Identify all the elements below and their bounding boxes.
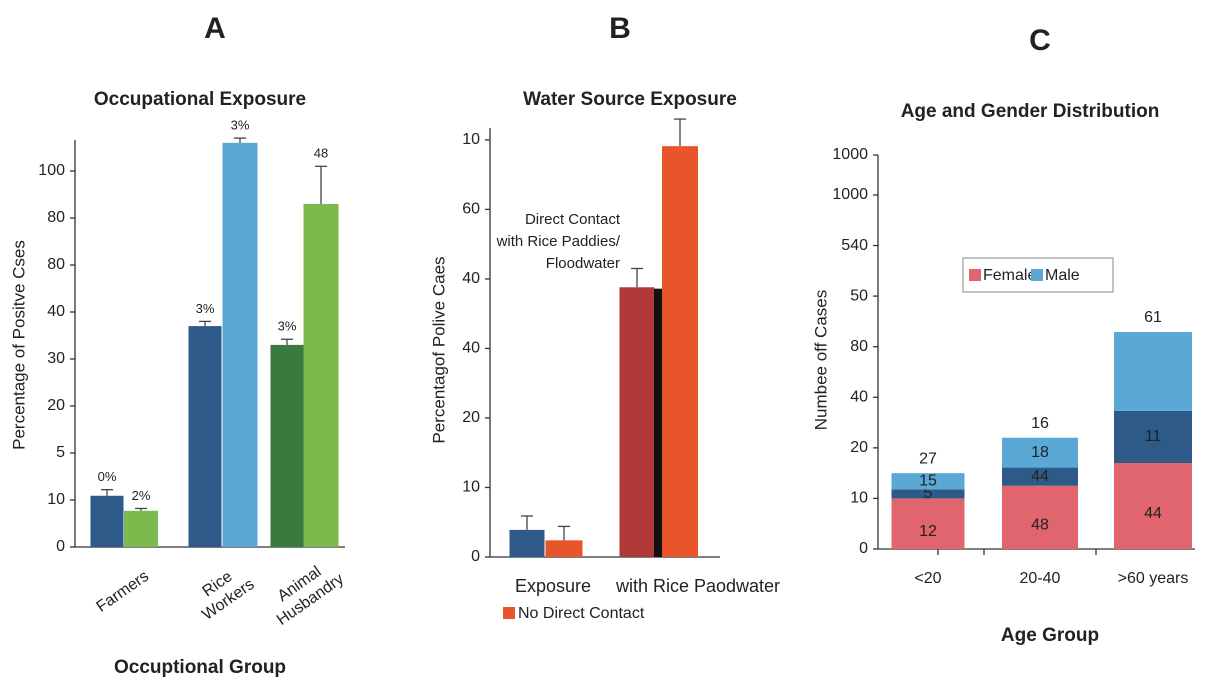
bar: [222, 142, 258, 548]
bar: [270, 344, 304, 547]
x-tick-label: Exposure: [515, 576, 591, 596]
bar-label: 48: [314, 146, 328, 161]
y-axis-label: Numbee off Cases: [811, 290, 830, 430]
segment-label: 5: [924, 485, 933, 502]
bar-segment: [891, 489, 965, 499]
x-axis-label: Age Group: [1001, 625, 1099, 646]
bar-segment: [1002, 437, 1078, 468]
y-tick-label: 20: [462, 409, 480, 426]
y-tick-label: 30: [47, 350, 65, 367]
legend-swatch: [969, 269, 981, 281]
bar-label: 3%: [196, 301, 215, 316]
y-tick-label: 5: [56, 444, 65, 461]
y-tick-label: 20: [850, 439, 868, 456]
y-tick-label: 0: [471, 548, 480, 565]
x-tick-label: >60 years: [1118, 570, 1189, 587]
bar: [303, 203, 339, 547]
bar-segment: [1002, 485, 1078, 549]
segment-label: 11: [1145, 428, 1162, 445]
x-axis-label: Occuptional Group: [114, 657, 286, 678]
annotation: with Rice Paddies/: [496, 233, 621, 250]
segment-label: 44: [1031, 468, 1049, 485]
bar-label: 3%: [231, 118, 250, 133]
x-tick-label: 20-40: [1020, 570, 1061, 587]
y-tick-label: 40: [47, 303, 65, 320]
y-axis-label: Percentagof Polive Caes: [429, 256, 448, 443]
panel-letter: A: [204, 12, 226, 45]
segment-label: 48: [1031, 517, 1049, 534]
y-axis-label: Percentage of Positve Cses: [9, 240, 28, 450]
segment-label: 15: [919, 472, 937, 489]
y-tick-label: 40: [462, 270, 480, 287]
bar-segment: [1114, 332, 1192, 411]
y-tick-label: 540: [841, 237, 868, 254]
bar: [124, 510, 158, 547]
bar: [90, 495, 124, 547]
bar-label: 2%: [132, 488, 151, 503]
y-tick-label: 80: [850, 338, 868, 355]
bar-segment: [1114, 410, 1192, 464]
annotation: Direct Contact: [525, 211, 621, 228]
segment-label: 12: [919, 523, 937, 540]
bar: [545, 540, 583, 557]
segment-label: 44: [1144, 505, 1162, 522]
x-tick-label: <20: [914, 570, 941, 587]
legend-label: No Direct Contact: [518, 605, 645, 622]
total-label: 16: [1031, 415, 1049, 432]
total-label: 27: [919, 450, 937, 467]
y-tick-label: 100: [38, 162, 65, 179]
bar: [509, 529, 545, 557]
legend-label: Female: [983, 267, 1036, 284]
y-tick-label: 10: [462, 479, 480, 496]
y-tick-label: 50: [850, 287, 868, 304]
x-tick-label: with Rice Paodwater: [615, 576, 780, 596]
bar: [662, 146, 698, 558]
bar-segment: [891, 473, 965, 490]
total-label: 61: [1144, 309, 1162, 326]
y-tick-label: 40: [850, 388, 868, 405]
legend-swatch: [1031, 269, 1043, 281]
y-tick-label: 20: [47, 397, 65, 414]
bar: [654, 288, 662, 557]
chart-title: Water Source Exposure: [523, 89, 737, 110]
x-tick-label: RiceWorkers: [189, 560, 258, 623]
x-tick-label: Farmers: [94, 568, 153, 616]
panel-letter: B: [609, 12, 631, 45]
panel-letter: C: [1029, 24, 1051, 57]
bar-segment: [891, 498, 965, 549]
x-tick-label: AnimalHusbandry: [263, 555, 347, 629]
y-tick-label: 0: [859, 540, 868, 557]
y-tick-label: 10: [47, 491, 65, 508]
y-tick-label: 1000: [832, 186, 868, 203]
y-tick-label: 40: [462, 340, 480, 357]
legend-label: Male: [1045, 267, 1080, 284]
y-tick-label: 10: [462, 131, 480, 148]
bar-segment: [1002, 467, 1078, 486]
legend-swatch: [503, 607, 515, 619]
y-tick-label: 60: [462, 201, 480, 218]
bar: [188, 326, 222, 547]
y-tick-label: 1000: [832, 146, 868, 163]
bar-label: 0%: [98, 469, 117, 484]
y-tick-label: 0: [56, 538, 65, 555]
y-tick-label: 10: [850, 490, 868, 507]
y-tick-label: 80: [47, 209, 65, 226]
segment-label: 18: [1031, 444, 1049, 461]
bar-segment: [1114, 463, 1192, 549]
bar-label: 3%: [278, 319, 297, 334]
annotation: Floodwater: [546, 255, 620, 272]
chart-title: Occupational Exposure: [94, 89, 306, 110]
bar: [619, 287, 655, 557]
chart-title: Age and Gender Distribution: [901, 101, 1160, 122]
y-tick-label: 80: [47, 256, 65, 273]
